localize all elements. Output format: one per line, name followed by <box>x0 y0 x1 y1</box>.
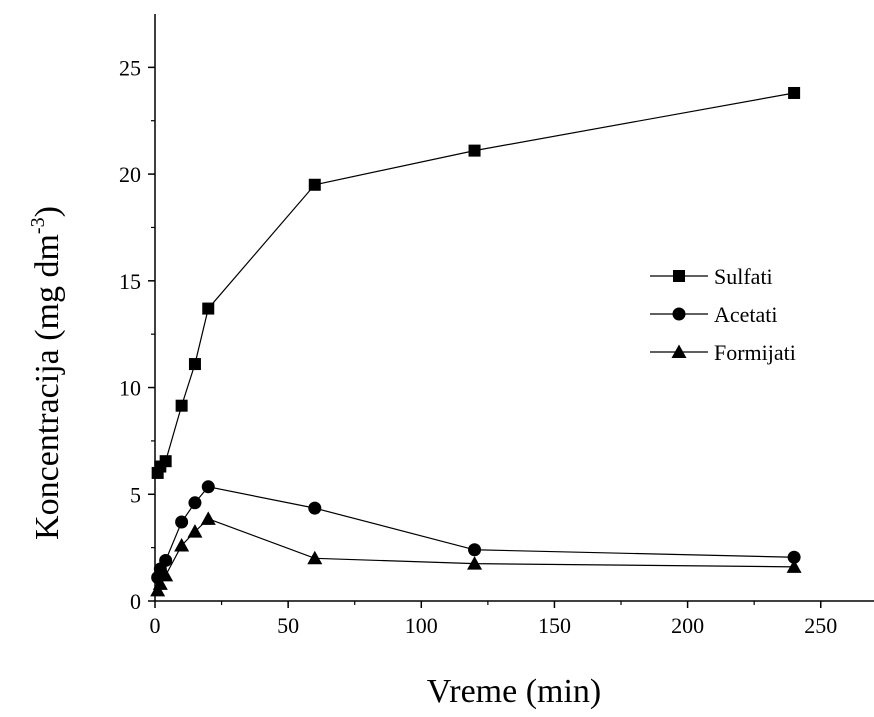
data-point-formijati <box>187 524 203 538</box>
legend-item-acetati: Acetati <box>650 302 778 327</box>
data-point-acetati <box>175 515 189 529</box>
legend-label: Acetati <box>714 302 778 327</box>
data-point-formijati <box>158 567 174 582</box>
legend-marker-circle <box>672 307 686 321</box>
y-tick-label: 10 <box>119 376 141 401</box>
legend-marker-triangle <box>671 344 687 358</box>
y-tick-label: 15 <box>119 269 141 294</box>
legend-item-sulfati: Sulfati <box>650 264 773 289</box>
y-axis-title: Koncentracija (mg dm-3) <box>27 206 66 540</box>
legend-label: Formijati <box>714 340 796 365</box>
legend-label: Sulfati <box>714 264 773 289</box>
legend-marker-square <box>673 270 685 282</box>
data-point-formijati <box>174 538 190 552</box>
y-tick-label: 25 <box>119 55 141 80</box>
data-point-sulfati <box>202 302 215 315</box>
data-point-sulfati <box>188 358 201 371</box>
data-point-acetati <box>159 553 173 567</box>
ticks: 0 50 100 150 200 250 0 5 10 15 20 25 <box>119 55 837 638</box>
y-axis-title-superscript: -3 <box>27 217 49 234</box>
data-point-sulfati <box>468 144 481 157</box>
legend: Sulfati Acetati Formijati <box>650 264 796 365</box>
y-tick-label: 5 <box>130 482 141 507</box>
y-axis-title-close: ) <box>29 206 66 217</box>
y-axis-title-main: Koncentracija (mg dm <box>29 234 66 540</box>
data-point-sulfati <box>159 455 172 468</box>
series-acetati <box>151 480 801 585</box>
x-axis-title: Vreme (min) <box>427 673 602 710</box>
x-tick-label: 200 <box>671 613 704 638</box>
data-point-formijati <box>200 511 216 525</box>
data-point-sulfati <box>788 86 801 99</box>
data-point-acetati <box>308 501 322 515</box>
x-tick-label: 50 <box>277 613 299 638</box>
data-point-acetati <box>201 480 215 494</box>
data-point-formijati <box>467 556 483 570</box>
series-layer <box>150 86 802 597</box>
x-tick-label: 150 <box>538 613 571 638</box>
x-tick-label: 250 <box>804 613 837 638</box>
data-point-formijati <box>152 576 168 590</box>
data-point-sulfati <box>308 178 321 191</box>
data-point-formijati <box>307 550 323 565</box>
data-point-acetati <box>787 550 801 564</box>
data-point-acetati <box>468 543 482 557</box>
y-tick-label: 20 <box>119 162 141 187</box>
data-point-sulfati <box>175 399 188 412</box>
data-point-acetati <box>188 496 202 510</box>
data-point-formijati <box>786 559 802 573</box>
series-sulfati <box>151 86 801 479</box>
y-tick-label: 0 <box>130 589 141 614</box>
x-tick-label: 0 <box>150 613 161 638</box>
series-formijati <box>150 511 802 597</box>
x-tick-label: 100 <box>405 613 438 638</box>
legend-item-formijati: Formijati <box>650 340 796 365</box>
